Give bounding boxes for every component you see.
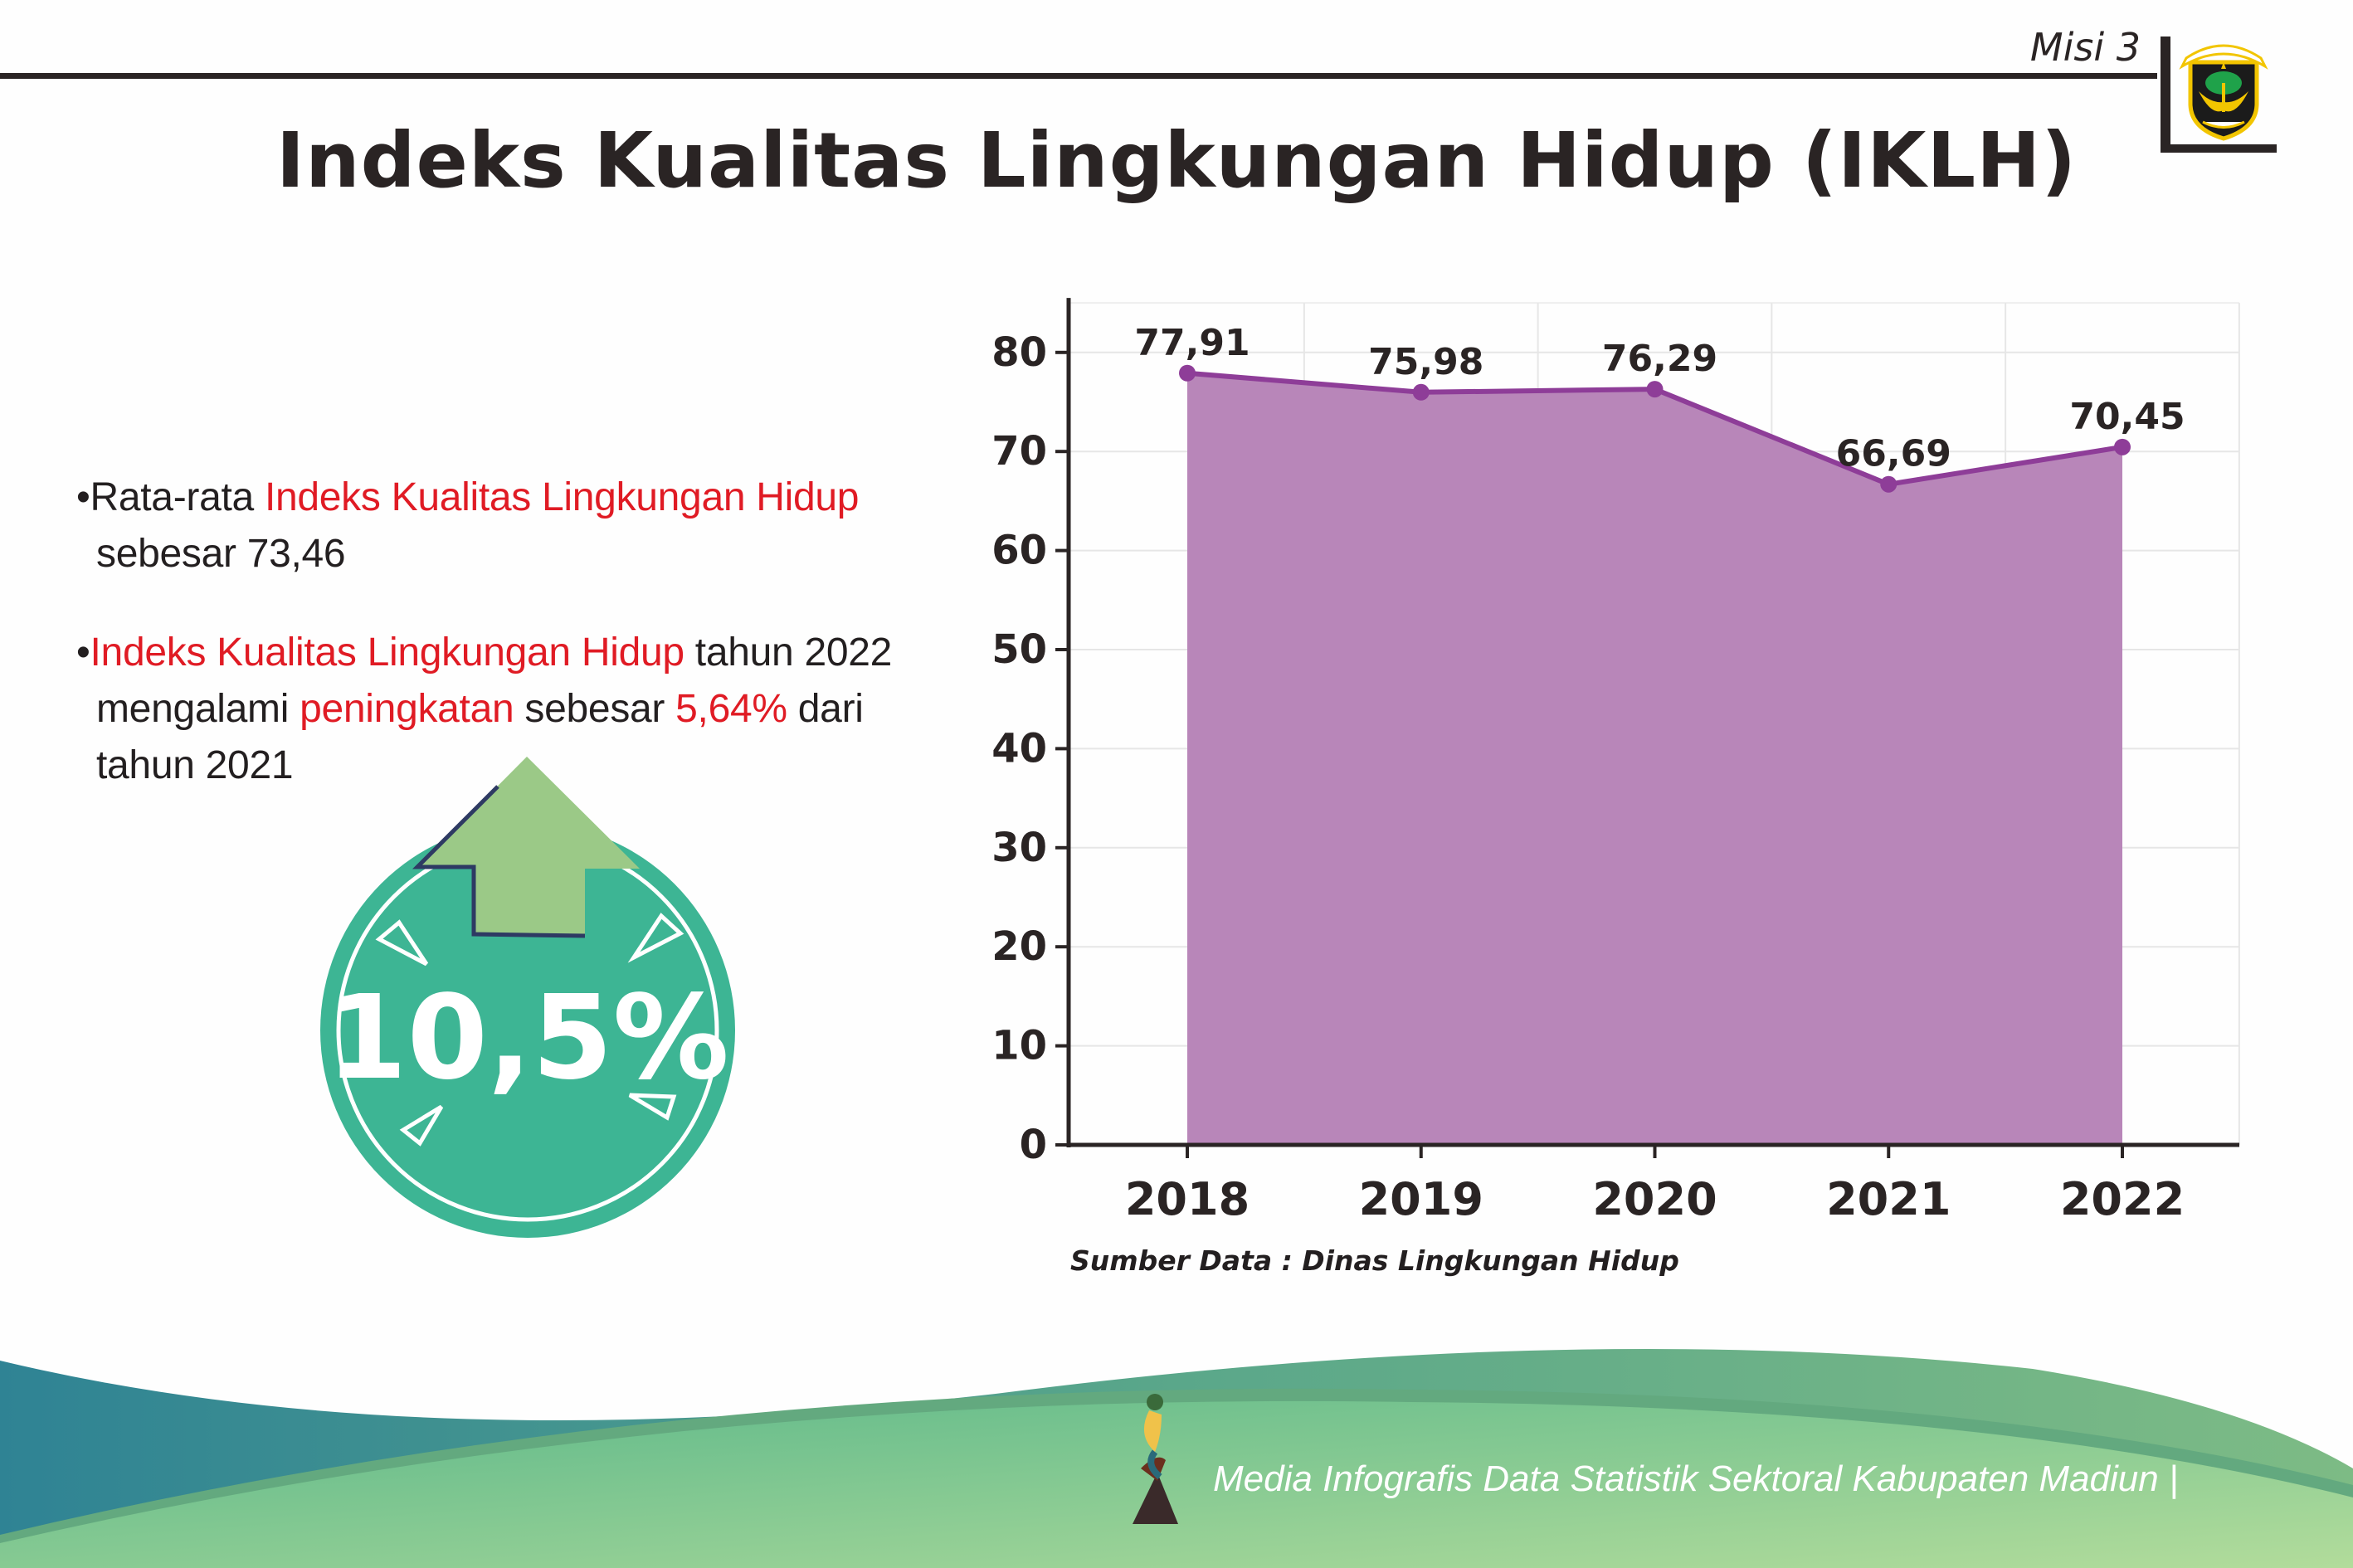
data-source: Sumber Data : Dinas Lingkungan Hidup bbox=[1070, 1244, 1679, 1277]
misi-label: Misi 3 bbox=[2029, 25, 2141, 70]
area-fill bbox=[1187, 373, 2122, 1145]
y-tick-label: 30 bbox=[991, 825, 1047, 871]
x-tick-label: 2019 bbox=[1359, 1173, 1483, 1225]
bullet-text: Rata-rata bbox=[90, 475, 265, 519]
data-point bbox=[2114, 438, 2131, 455]
x-tick-label: 2018 bbox=[1125, 1173, 1250, 1225]
data-label: 77,91 bbox=[1134, 322, 1250, 364]
bullet-highlight: 5,64% bbox=[675, 687, 787, 731]
y-tick-label: 50 bbox=[991, 626, 1047, 673]
bullet-text: sebesar 73,46 bbox=[96, 532, 346, 576]
y-tick-label: 60 bbox=[991, 528, 1047, 574]
badge-value: 10,5% bbox=[326, 971, 729, 1106]
y-tick-label: 40 bbox=[991, 725, 1047, 772]
bullet-2: •Indeks Kualitas Lingkungan Hidup tahun … bbox=[76, 625, 892, 794]
logo-frame-vertical bbox=[2161, 37, 2170, 151]
logo-frame-horizontal bbox=[2161, 144, 2277, 153]
x-tick-label: 2022 bbox=[2060, 1173, 2185, 1225]
x-tick-label: 2020 bbox=[1592, 1173, 1717, 1225]
data-point bbox=[1880, 475, 1898, 493]
x-tick-label: 2021 bbox=[1826, 1173, 1951, 1225]
bullet-highlight: peningkatan bbox=[300, 687, 514, 731]
data-point bbox=[1646, 381, 1664, 398]
bullet-text: sebesar bbox=[514, 687, 676, 731]
y-tick-label: 10 bbox=[991, 1023, 1047, 1069]
bullet-highlight: Indeks Kualitas Lingkungan Hidup bbox=[90, 631, 685, 674]
page-title: Indeks Kualitas Lingkungan Hidup (IKLH) bbox=[275, 116, 2078, 205]
data-label: 66,69 bbox=[1836, 433, 1951, 475]
footer-wave bbox=[0, 1349, 2353, 1568]
y-tick-label: 80 bbox=[991, 329, 1047, 376]
bullet-text: tahun 2021 bbox=[96, 743, 294, 787]
bullet-1: •Rata-rata Indeks Kualitas Lingkungan Hi… bbox=[76, 470, 860, 582]
data-point bbox=[1412, 383, 1430, 401]
data-label: 75,98 bbox=[1368, 341, 1483, 383]
kabupaten-madiun-logo bbox=[2179, 44, 2268, 141]
y-tick-label: 0 bbox=[1020, 1122, 1047, 1168]
bullet-dot: • bbox=[76, 631, 90, 674]
bullet-dot: • bbox=[76, 475, 90, 519]
data-point bbox=[1179, 364, 1196, 382]
bullet-text: mengalami bbox=[96, 687, 300, 731]
footer-caption: Media Infografis Data Statistik Sektoral… bbox=[1213, 1458, 2179, 1499]
bullet-highlight: Indeks Kualitas Lingkungan Hidup bbox=[264, 475, 860, 519]
bullet-text: dari bbox=[787, 687, 864, 731]
iklh-area-chart: 0 10 20 30 40 50 60 70 80 2018 77,91 2019 75,98 2020 7… bbox=[991, 298, 2240, 1225]
media-infografis-logo bbox=[1133, 1394, 1178, 1524]
bullet-text: tahun 2022 bbox=[684, 631, 893, 674]
data-label: 70,45 bbox=[2069, 396, 2185, 438]
y-tick-label: 70 bbox=[991, 428, 1047, 475]
data-label: 76,29 bbox=[1602, 338, 1717, 380]
y-tick-label: 20 bbox=[991, 923, 1047, 970]
header-rule bbox=[0, 73, 2157, 79]
